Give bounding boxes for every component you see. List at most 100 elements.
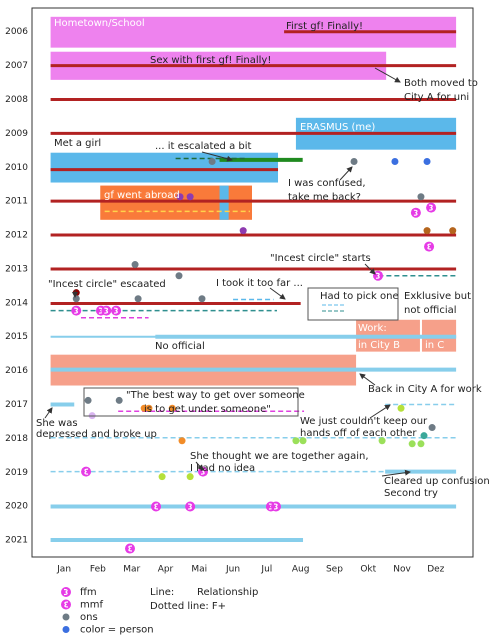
event xyxy=(176,193,184,201)
legend-note: Relationship xyxy=(197,587,258,598)
annotation: "Incest circle" starts xyxy=(270,253,371,264)
annotation: "The best way to get over someone xyxy=(126,390,305,401)
arrows xyxy=(44,67,411,477)
event xyxy=(292,437,300,445)
y-tick-label: 2019 xyxy=(5,468,28,478)
event-glyph xyxy=(429,204,433,211)
y-tick-label: 2020 xyxy=(5,502,28,512)
y-tick-label: 2014 xyxy=(5,298,28,308)
legend-label: mmf xyxy=(80,600,103,611)
annotation: Work: xyxy=(358,323,387,334)
x-tick-label: Aug xyxy=(292,565,310,575)
legend-symbol-glyph xyxy=(63,588,68,596)
event-glyph xyxy=(427,243,432,250)
event xyxy=(423,227,431,235)
event xyxy=(168,404,176,412)
event xyxy=(391,158,399,166)
y-tick-label: 2011 xyxy=(5,197,28,207)
event-glyph xyxy=(74,307,78,314)
plot-frame xyxy=(31,7,474,558)
period xyxy=(219,185,229,220)
annotation: Exklusive but xyxy=(404,291,471,302)
event-glyph xyxy=(413,209,418,216)
annotation: is to get under someone" xyxy=(144,404,271,415)
legend-note: Dotted line: F+ xyxy=(150,601,226,612)
x-tick-label: Jan xyxy=(56,565,71,575)
annotation: I had no idea xyxy=(190,463,255,474)
event-glyph xyxy=(104,307,109,314)
event xyxy=(115,396,123,404)
annotation: depressed and broke up xyxy=(36,429,157,440)
x-tick-label: Mai xyxy=(191,565,207,575)
event xyxy=(186,193,194,201)
annotation: gf went abroad xyxy=(104,190,180,201)
annotation: Met a girl xyxy=(54,138,101,149)
event xyxy=(239,227,247,235)
y-tick-label: 2009 xyxy=(5,129,28,139)
annotation: Back in City A for work xyxy=(368,384,482,395)
legend-symbol xyxy=(62,613,70,621)
event xyxy=(186,473,194,481)
y-tick-label: 2017 xyxy=(5,400,28,410)
event-glyph xyxy=(84,468,89,475)
annotation: Hometown/School xyxy=(54,18,145,29)
event-glyph xyxy=(273,503,278,510)
event-glyph xyxy=(268,503,273,510)
event xyxy=(145,404,153,412)
annotation: in City B xyxy=(358,340,400,351)
event-glyph xyxy=(114,307,118,314)
annotation: in C xyxy=(425,340,444,351)
y-tick-label: 2012 xyxy=(5,231,28,241)
legend-symbol-glyph xyxy=(64,601,69,608)
event xyxy=(72,289,80,297)
y-tick-label: 2021 xyxy=(5,536,28,546)
annotation: She thought we are together again, xyxy=(190,451,369,462)
event xyxy=(428,424,436,432)
x-tick-label: Okt xyxy=(360,565,376,575)
event xyxy=(134,295,142,303)
event xyxy=(198,295,206,303)
event xyxy=(72,295,80,303)
event-glyph xyxy=(376,272,380,279)
legend-symbol xyxy=(62,626,70,633)
legend-label: ons xyxy=(80,612,98,623)
y-tick-label: 2018 xyxy=(5,434,28,444)
event-glyph xyxy=(154,503,159,510)
x-tick-label: Jul xyxy=(260,565,272,575)
y-tick-label: 2008 xyxy=(5,95,28,105)
legend-label: ffm xyxy=(80,587,97,598)
event xyxy=(408,440,416,448)
event xyxy=(417,440,425,448)
event xyxy=(449,227,457,235)
event xyxy=(84,396,92,404)
event xyxy=(423,158,431,166)
event xyxy=(158,473,166,481)
event-glyph xyxy=(128,545,133,552)
annotation: "Incest circle" escaated xyxy=(48,279,166,290)
annotation: ERASMUS (me) xyxy=(300,122,375,133)
annotation: We just couldn't keep our xyxy=(300,416,428,427)
event xyxy=(420,432,428,440)
y-tick-label: 2006 xyxy=(5,27,28,37)
annotation: She was xyxy=(36,418,78,429)
event xyxy=(178,437,186,445)
x-tick-label: Jun xyxy=(225,565,240,575)
event xyxy=(208,158,216,166)
event xyxy=(350,158,358,166)
legend-note: Line: xyxy=(150,587,174,598)
event xyxy=(299,437,307,445)
x-tick-label: Feb xyxy=(90,565,106,575)
annotation: Second try xyxy=(384,488,438,499)
event xyxy=(175,272,183,280)
x-tick-label: Apr xyxy=(158,565,174,575)
plot: 2006 2007 2008 2009 2010 2011 2012 2013 2014 2015… xyxy=(5,16,490,636)
annotation: Sex with first gf! Finally! xyxy=(150,55,271,66)
annotation: ... it escalated a bit xyxy=(155,141,252,152)
x-tick-label: Dez xyxy=(427,565,444,575)
event xyxy=(131,261,139,269)
legend-label: color = person xyxy=(80,625,154,636)
event xyxy=(378,437,386,445)
y-tick-label: 2015 xyxy=(5,332,28,342)
